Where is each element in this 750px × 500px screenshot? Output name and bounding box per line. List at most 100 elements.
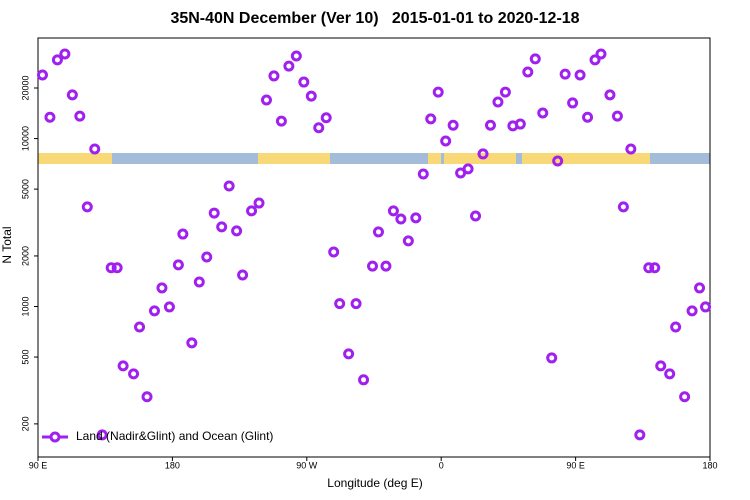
point [59, 48, 71, 60]
y-tick-label: 500 [20, 350, 30, 365]
point [148, 305, 160, 317]
point [328, 246, 340, 258]
point [440, 135, 452, 147]
point [499, 86, 511, 98]
point [574, 69, 586, 81]
point [358, 374, 370, 386]
point [425, 113, 437, 125]
point [595, 48, 607, 60]
point [253, 197, 265, 209]
point [66, 89, 78, 101]
point [514, 118, 526, 130]
point [208, 207, 220, 219]
point [694, 282, 706, 294]
point [237, 269, 249, 281]
point [134, 321, 146, 333]
point [290, 50, 302, 62]
point [89, 143, 101, 155]
plot-frame [37, 37, 711, 458]
point [432, 86, 444, 98]
point [268, 70, 280, 82]
point [193, 276, 205, 288]
point [552, 155, 564, 167]
point [81, 201, 93, 213]
x-tick-label: 0 [439, 460, 444, 470]
point [313, 122, 325, 134]
point [664, 368, 676, 380]
point [522, 66, 534, 78]
point [117, 360, 129, 372]
point [546, 352, 558, 364]
point [96, 429, 108, 441]
point [51, 54, 63, 66]
point [246, 205, 258, 217]
point [417, 168, 429, 180]
point [275, 115, 287, 127]
surface-strip [38, 153, 710, 164]
point [186, 337, 198, 349]
point [679, 391, 691, 403]
point [470, 210, 482, 222]
point [156, 282, 168, 294]
point [128, 368, 140, 380]
point [387, 205, 399, 217]
x-tick-label: 90 W [296, 460, 318, 470]
point [634, 429, 646, 441]
x-tick-label: 180 [165, 460, 180, 470]
point [177, 228, 189, 240]
point [395, 213, 407, 225]
point [567, 97, 579, 109]
point [529, 53, 541, 65]
y-tick-label: 5000 [20, 179, 30, 199]
point [172, 259, 184, 271]
point [537, 107, 549, 119]
point [686, 305, 698, 317]
point [462, 163, 474, 175]
y-axis-label: N Total [0, 226, 14, 263]
point [201, 251, 213, 263]
point [670, 321, 682, 333]
point [105, 262, 117, 274]
point [643, 262, 655, 274]
point [141, 391, 153, 403]
point [617, 201, 629, 213]
point [260, 94, 272, 106]
point [320, 112, 332, 124]
point [589, 54, 601, 66]
point [350, 298, 362, 310]
point [477, 148, 489, 160]
point [611, 110, 623, 122]
point [74, 110, 86, 122]
y-tick-label: 10000 [20, 126, 30, 151]
point [582, 111, 594, 123]
x-tick-label: 180 [702, 460, 717, 470]
point [163, 301, 175, 313]
y-tick-label: 2000 [20, 246, 30, 266]
y-tick-label: 200 [20, 416, 30, 431]
chart-title: 35N-40N December (Ver 10) 2015-01-01 to … [170, 10, 579, 27]
point [649, 262, 661, 274]
point [44, 111, 56, 123]
point [484, 119, 496, 131]
point [283, 60, 295, 72]
point [343, 348, 355, 360]
point [492, 96, 504, 108]
point [402, 235, 414, 247]
point [223, 180, 235, 192]
x-axis-label: Longitude (deg E) [327, 476, 422, 490]
legend-label: Land (Nadir&Glint) and Ocean (Glint) [76, 429, 273, 443]
point [298, 76, 310, 88]
y-tick-label: 1000 [20, 296, 30, 316]
point [559, 68, 571, 80]
legend-marker [49, 431, 61, 443]
point [372, 226, 384, 238]
point [334, 298, 346, 310]
point [231, 225, 243, 237]
point [447, 119, 459, 131]
point [367, 260, 379, 272]
point [380, 260, 392, 272]
y-tick-label: 20000 [20, 75, 30, 100]
point [216, 221, 228, 233]
point [604, 89, 616, 101]
